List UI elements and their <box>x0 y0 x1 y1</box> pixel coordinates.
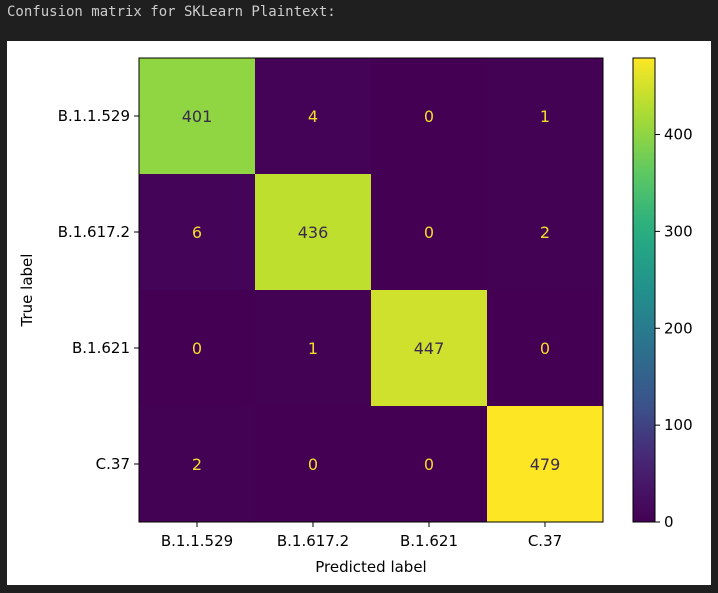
colorbar-tick-label: 0 <box>664 513 674 531</box>
cell-value-label: 436 <box>298 223 329 242</box>
cell-value-label: 0 <box>424 107 434 126</box>
output-text: Confusion matrix for SKLearn Plaintext: <box>7 4 336 20</box>
cell-value-label: 0 <box>308 455 318 474</box>
x-tick-label: B.1.617.2 <box>277 532 349 550</box>
colorbar-tick-label: 200 <box>664 319 693 337</box>
heatmap-cell <box>255 290 371 406</box>
x-tick-label: B.1.621 <box>400 532 458 550</box>
cell-value-label: 0 <box>192 339 202 358</box>
x-ticks: B.1.1.529 B.1.617.2 B.1.621 C.37 <box>161 522 562 550</box>
colorbar-tick-label: 400 <box>664 126 693 144</box>
y-axis-label: True label <box>18 254 36 328</box>
heatmap-cell <box>139 406 255 522</box>
cell-value-label: 1 <box>540 107 550 126</box>
heatmap-cell <box>139 174 255 290</box>
heatmap-cell <box>487 58 603 174</box>
colorbar-gradient <box>632 57 656 523</box>
figure: 401 4 0 1 6 436 0 2 0 1 447 0 2 0 0 479 B.1.1.529 B.1.61… <box>7 41 711 585</box>
plot-frame <box>138 57 604 523</box>
heatmap-cell <box>371 290 487 406</box>
cell-value-label: 2 <box>192 455 202 474</box>
x-axis-label: Predicted label <box>315 558 426 576</box>
cell-value-label: 1 <box>308 339 318 358</box>
cell-value-label: 0 <box>540 339 550 358</box>
colorbar-tick-label: 100 <box>664 416 693 434</box>
heatmap-cell <box>139 290 255 406</box>
heatmap-cell <box>255 174 371 290</box>
heatmap-cell <box>139 58 255 174</box>
heatmap-cell <box>487 406 603 522</box>
cell-value-label: 479 <box>530 455 561 474</box>
cell-value-label: 401 <box>182 107 213 126</box>
heatmap-cell <box>255 406 371 522</box>
cell-value-label: 0 <box>424 455 434 474</box>
cell-value-label: 447 <box>414 339 445 358</box>
y-tick-label: B.1.1.529 <box>58 107 130 125</box>
heatmap-cell <box>487 290 603 406</box>
heatmap-cell <box>487 174 603 290</box>
y-tick-label: C.37 <box>96 455 130 473</box>
cell-value-label: 0 <box>424 223 434 242</box>
heatmap-cell <box>371 406 487 522</box>
cell-value-label: 4 <box>308 107 318 126</box>
heatmap-cells <box>139 58 603 522</box>
colorbar-tick-label: 300 <box>664 222 693 240</box>
heatmap-cell <box>371 58 487 174</box>
cell-value-label: 6 <box>192 223 202 242</box>
cell-value-label: 2 <box>540 223 550 242</box>
x-tick-label: B.1.1.529 <box>161 532 233 550</box>
cell-labels: 401 4 0 16 436 0 20 1 447 02 0 0 479 <box>182 107 561 474</box>
y-tick-label: B.1.617.2 <box>58 223 130 241</box>
heatmap-cell <box>255 58 371 174</box>
heatmap-cell <box>371 174 487 290</box>
y-ticks: B.1.1.529 B.1.617.2 B.1.621 C.37 <box>58 107 139 473</box>
y-tick-label: B.1.621 <box>72 339 130 357</box>
confusion-matrix-chart: 401 4 0 16 436 0 20 1 447 02 0 0 479 B.1.1.529 B.1.61… <box>18 57 693 576</box>
colorbar: 0 100 200 300 400 <box>632 57 693 531</box>
x-tick-label: C.37 <box>528 532 562 550</box>
